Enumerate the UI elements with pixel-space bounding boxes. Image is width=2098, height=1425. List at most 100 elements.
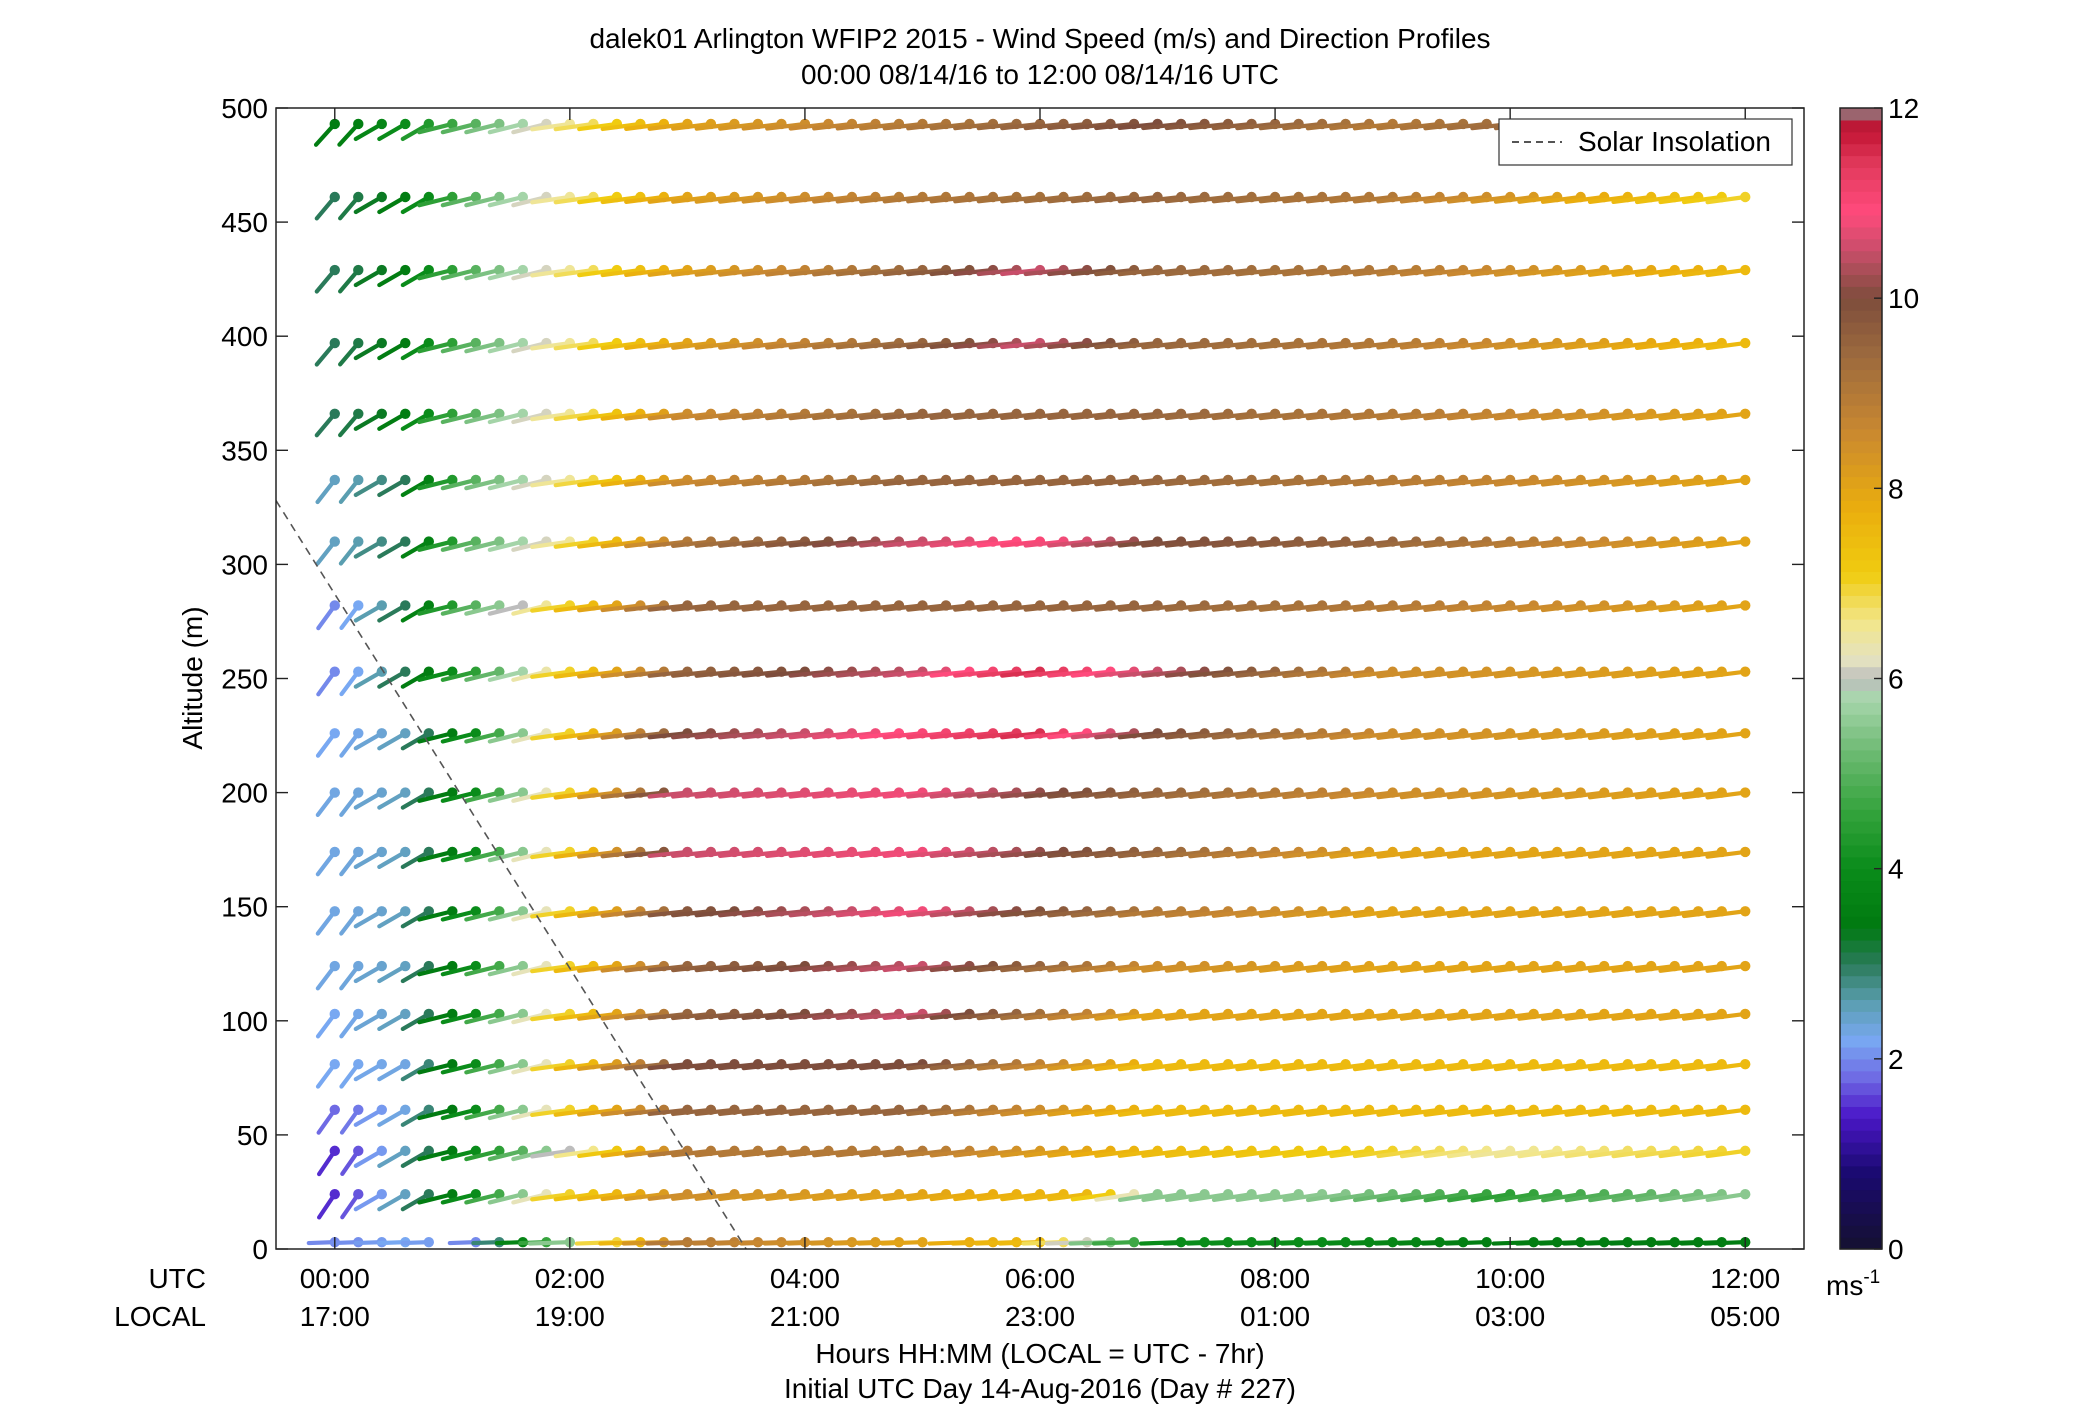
- wind-barb-shaft: [1517, 1062, 1560, 1072]
- wind-barb-shaft: [1587, 1062, 1630, 1072]
- colorbar-band: [1840, 809, 1882, 822]
- wind-barb-shaft: [788, 790, 831, 799]
- wind-barb-shaft: [464, 603, 502, 616]
- wind-barb-shaft: [1188, 539, 1231, 548]
- wind-barb-point: [353, 118, 364, 130]
- wind-barb-shaft: [530, 603, 572, 613]
- wind-barb-shaft: [1423, 731, 1466, 740]
- wind-barb-point: [376, 787, 387, 798]
- wind-barb-point: [517, 191, 529, 203]
- wind-barb-shaft: [1329, 849, 1372, 859]
- colorbar-band: [1840, 333, 1882, 347]
- wind-barb-shaft: [812, 1011, 855, 1021]
- wind-barb-shaft: [1141, 790, 1184, 799]
- wind-barb-shaft: [953, 909, 996, 918]
- colorbar-band: [1840, 203, 1882, 216]
- colorbar-band: [1840, 785, 1882, 798]
- colorbar-band: [1840, 928, 1882, 941]
- wind-barb-shaft: [1517, 909, 1560, 919]
- wind-barb-shaft: [671, 411, 713, 421]
- wind-barb-shaft: [1094, 1062, 1137, 1072]
- colorbar-band: [1840, 1118, 1882, 1131]
- wind-barb-shaft: [1305, 340, 1348, 350]
- wind-barb-shaft: [1376, 1011, 1419, 1021]
- wind-barb-shaft: [1070, 963, 1113, 973]
- wind-barb-shaft: [1564, 669, 1607, 679]
- wind-barb-shaft: [530, 849, 572, 860]
- wind-barb-shaft: [577, 1192, 619, 1202]
- wind-barb-shaft: [765, 340, 808, 350]
- wind-barb-shaft: [1305, 731, 1348, 740]
- wind-barb-shaft: [694, 849, 737, 859]
- wind-barb-point: [376, 408, 387, 419]
- chart-title-line2: 00:00 08/14/16 to 12:00 08/14/16 UTC: [801, 59, 1279, 90]
- colorbar-band: [1840, 619, 1882, 632]
- wind-barb-point: [517, 474, 529, 486]
- wind-barb-shaft: [976, 790, 1019, 799]
- wind-barb-shaft: [906, 731, 949, 740]
- wind-barb-shaft: [1705, 1062, 1748, 1072]
- wind-barb-point: [470, 1008, 482, 1020]
- wind-barb-shaft: [788, 121, 831, 131]
- wind-barb-point: [400, 1008, 411, 1020]
- wind-barb-shaft: [929, 790, 972, 799]
- wind-barb-shaft: [882, 1107, 925, 1117]
- wind-barb-shaft: [835, 1011, 878, 1021]
- wind-barb-shaft: [464, 849, 502, 863]
- wind-barb-shaft: [1493, 539, 1536, 549]
- colorbar-band: [1840, 904, 1882, 917]
- wind-barb-shaft: [953, 267, 996, 277]
- wind-barb-point: [470, 1058, 482, 1070]
- wind-barb-shaft: [624, 1062, 666, 1071]
- colorbar-band: [1840, 369, 1882, 382]
- wind-barb-shaft: [1376, 963, 1419, 973]
- wind-barb-shaft: [1141, 1107, 1184, 1117]
- wind-barb-shaft: [1470, 340, 1513, 350]
- wind-barb-shaft: [1399, 1107, 1442, 1117]
- wind-barb-point: [1740, 474, 1751, 486]
- wind-barb-shaft: [1047, 669, 1090, 678]
- wind-barb-shaft: [487, 1148, 525, 1162]
- wind-barb-point: [400, 191, 411, 203]
- wind-barb-point: [494, 666, 505, 677]
- wind-barb-shaft: [1235, 267, 1278, 277]
- wind-barb-shaft: [1352, 411, 1395, 421]
- wind-barb-shaft: [1070, 731, 1113, 740]
- wind-barb-shaft: [440, 1062, 478, 1075]
- wind-barb-shaft: [1399, 909, 1442, 919]
- wind-barb-point: [329, 728, 340, 739]
- wind-barb-shaft: [1399, 267, 1442, 277]
- wind-barb-shaft: [671, 1062, 713, 1071]
- wind-barb-shaft: [511, 1148, 549, 1162]
- wind-barb-shaft: [1587, 790, 1630, 800]
- wind-barb-shaft: [1329, 1107, 1372, 1117]
- wind-barb-point: [447, 960, 458, 972]
- wind-barb-shaft: [530, 121, 572, 132]
- colorbar-band: [1840, 1213, 1882, 1226]
- wind-barb-shaft: [1517, 1011, 1560, 1021]
- colorbar-band: [1840, 1177, 1882, 1191]
- wind-barb-shaft: [1658, 909, 1701, 919]
- colorbar-tick-label: 4: [1888, 854, 1904, 885]
- wind-barb-shaft: [1211, 267, 1254, 277]
- wind-barb-shaft: [1352, 669, 1395, 679]
- wind-barb-point: [1740, 191, 1751, 203]
- wind-barb-shaft: [1705, 194, 1748, 205]
- wind-barb-shaft: [694, 340, 737, 350]
- wind-barb-shaft: [1282, 790, 1325, 800]
- wind-barb-shaft: [765, 1011, 808, 1021]
- wind-barb-shaft: [1070, 194, 1113, 204]
- wind-barb-shaft: [440, 849, 478, 863]
- wind-barb-shaft: [530, 1011, 572, 1022]
- wind-barb-point: [517, 264, 529, 276]
- wind-barb-shaft: [511, 790, 549, 803]
- wind-barb-shaft: [1352, 849, 1395, 859]
- wind-barb-shaft: [1352, 909, 1395, 919]
- wind-barb-shaft: [1446, 267, 1489, 277]
- wind-barb-point: [400, 846, 411, 858]
- wind-barb-shaft: [1047, 477, 1090, 487]
- wind-barb-shaft: [1446, 731, 1489, 740]
- wind-barb-shaft: [1540, 603, 1583, 613]
- wind-barb-point: [447, 474, 458, 486]
- wind-barb-shaft: [1493, 849, 1536, 859]
